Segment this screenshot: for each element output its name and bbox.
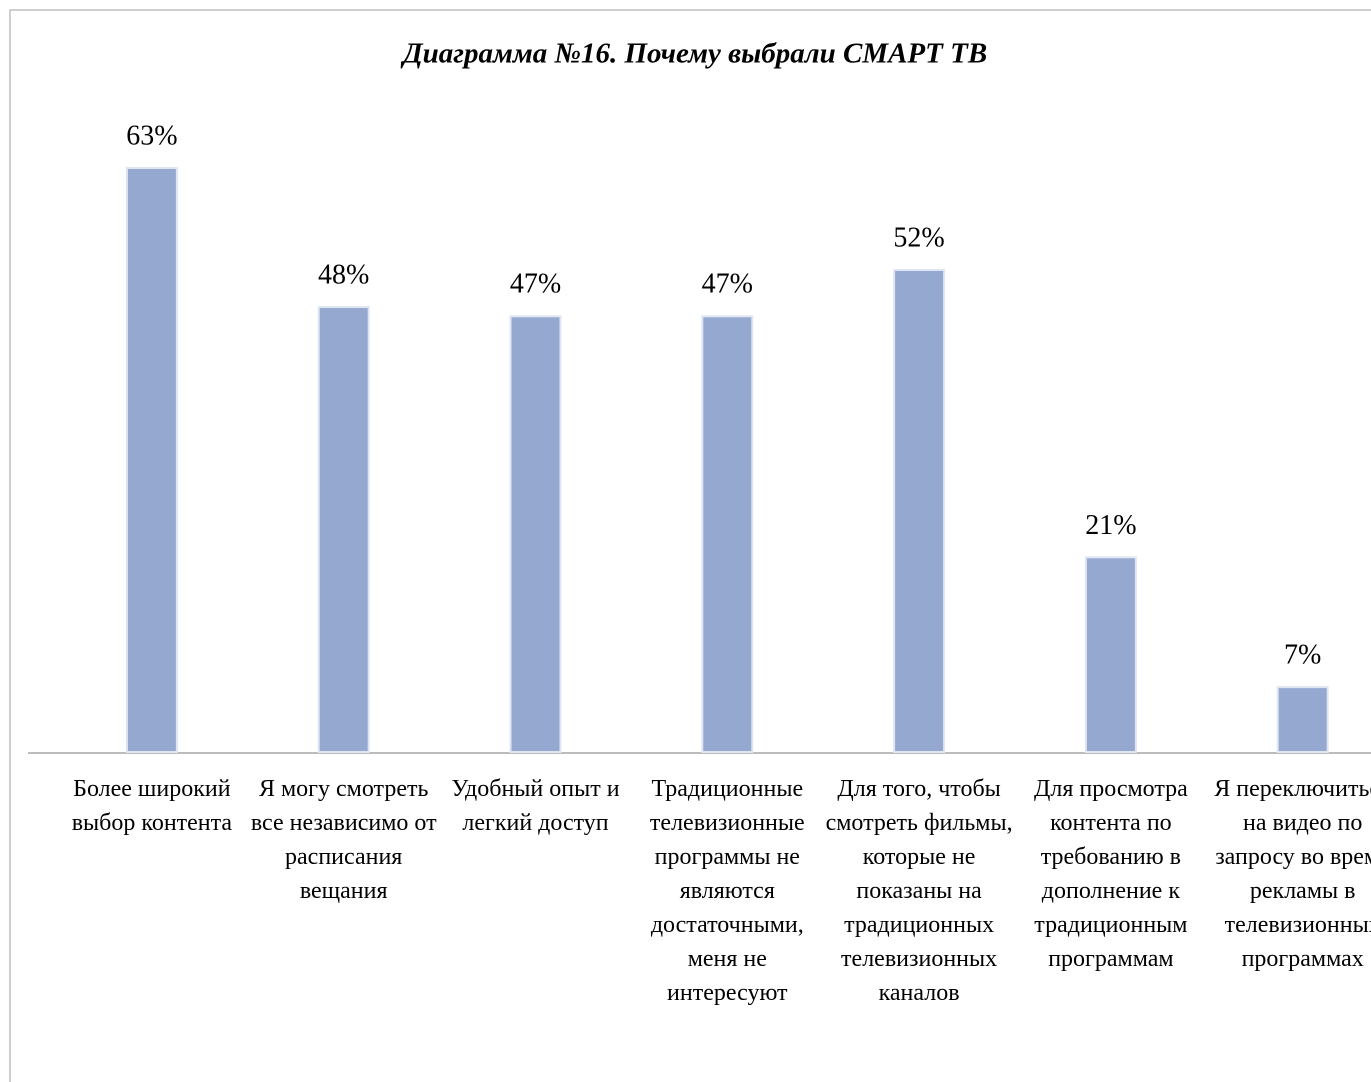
bar [893, 268, 946, 753]
x-tick-label: Я могу смотреть все независимо от распис… [250, 776, 437, 904]
x-tick-label: Более широкий выбор контента [71, 776, 233, 836]
bar [125, 167, 178, 753]
data-label: 47% [702, 269, 753, 300]
bar [509, 315, 562, 753]
x-tick-label: Для просмотра контента по требованию в д… [1033, 776, 1188, 972]
x-tick-label: Традиционные телевизионные программы не … [649, 776, 805, 1006]
data-label: 52% [893, 222, 944, 253]
x-tick-label: Для того, чтобы смотреть фильмы, которые… [825, 776, 1013, 1006]
data-label: 63% [126, 120, 177, 151]
bar [1084, 556, 1137, 753]
chart-border [9, 9, 1371, 1082]
x-tick-label: Удобный опыт и легкий доступ [451, 776, 620, 836]
data-label: 7% [1284, 640, 1321, 671]
chart-title: Диаграмма №16. Почему выбрали СМАРТ ТВ [400, 38, 987, 70]
bar [1276, 686, 1329, 753]
data-label: 21% [1085, 510, 1136, 541]
x-tick-label: Я переключиться на видео по запросу во в… [1214, 776, 1371, 972]
data-label: 47% [510, 269, 561, 300]
bar [317, 306, 370, 753]
data-label: 48% [318, 259, 369, 290]
bar [701, 315, 754, 753]
